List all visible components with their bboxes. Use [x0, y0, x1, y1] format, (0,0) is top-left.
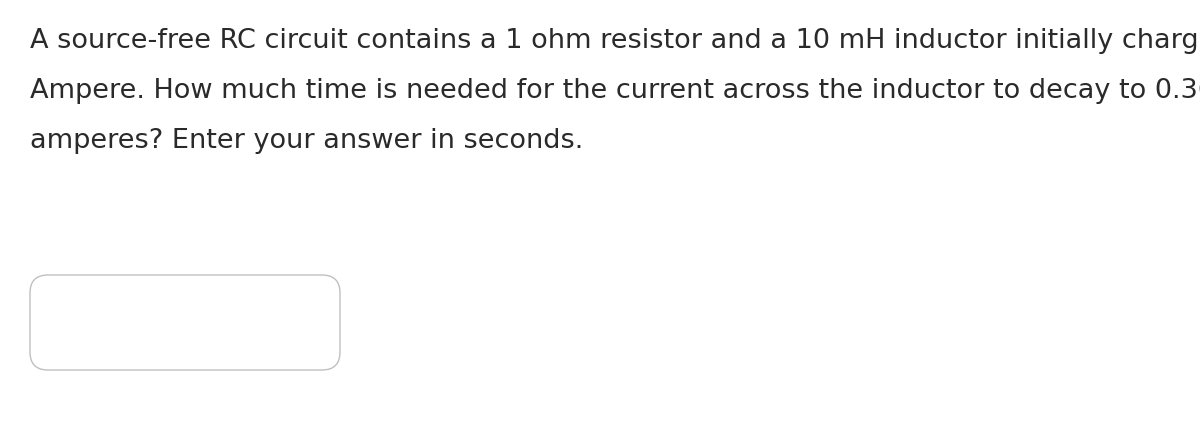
FancyBboxPatch shape	[30, 275, 340, 370]
Text: amperes? Enter your answer in seconds.: amperes? Enter your answer in seconds.	[30, 128, 583, 154]
Text: A source-free RC circuit contains a 1 ohm resistor and a 10 mH inductor initiall: A source-free RC circuit contains a 1 oh…	[30, 28, 1200, 54]
Text: Ampere. How much time is needed for the current across the inductor to decay to : Ampere. How much time is needed for the …	[30, 78, 1200, 104]
